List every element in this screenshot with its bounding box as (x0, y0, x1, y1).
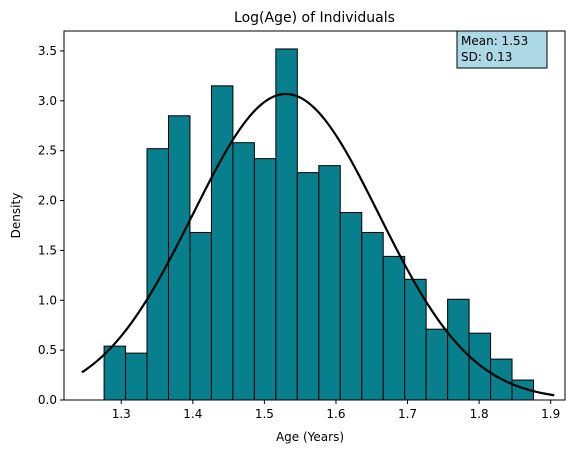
y-axis-label: Density (9, 193, 23, 239)
mean-label: Mean: 1.53 (461, 34, 528, 48)
histogram-bar-5 (189, 231, 212, 401)
x-tick-label: 1.6 (326, 407, 345, 421)
x-tick-label: 1.3 (112, 407, 131, 421)
histogram-bar-10 (296, 172, 320, 401)
histogram-bar-14 (382, 255, 406, 401)
y-tick-label: 0.0 (38, 393, 57, 407)
histogram-bar-18 (468, 332, 492, 401)
sd-label: SD: 0.13 (461, 50, 512, 64)
histogram-bar-16 (425, 328, 449, 401)
stats-annotation: Mean: 1.53 SD: 0.13 (456, 30, 548, 69)
x-tick-label: 1.9 (541, 407, 560, 421)
histogram-bar-8 (253, 158, 277, 401)
plot-frame (63, 30, 566, 401)
x-tick-label: 1.4 (183, 407, 202, 421)
histogram-bar-11 (318, 165, 341, 401)
x-tick-label: 1.7 (398, 407, 417, 421)
y-axis-ticks: 0.0 0.5 1.0 1.5 2.0 2.5 3.0 3.5 (38, 44, 64, 407)
y-tick-label: 0.5 (38, 343, 57, 357)
histogram-bar-2 (125, 352, 148, 401)
y-tick-label: 1.0 (38, 293, 57, 307)
histogram-bar-6 (210, 85, 234, 401)
histogram-bar-1 (103, 345, 127, 401)
x-tick-label: 1.5 (255, 407, 274, 421)
histogram-bar-12 (339, 212, 363, 401)
y-tick-label: 2.0 (38, 194, 57, 208)
x-tick-label: 1.8 (470, 407, 489, 421)
normal-curve-line (81, 92, 555, 397)
histogram-bar-13 (361, 231, 384, 401)
stats-box (456, 30, 548, 69)
y-tick-label: 3.5 (38, 44, 57, 58)
histogram-bar-9 (275, 48, 298, 401)
histogram-bar-3 (146, 148, 169, 401)
histogram-bar-17 (447, 298, 470, 401)
y-tick-label: 3.0 (38, 94, 57, 108)
chart-title: Log(Age) of Individuals (234, 10, 395, 26)
histogram-bars (103, 48, 535, 401)
x-axis-label: Age (Years) (276, 430, 344, 444)
y-tick-label: 1.5 (38, 243, 57, 257)
histogram-bar-7 (232, 142, 255, 401)
x-axis-ticks: 1.3 1.4 1.5 1.6 1.7 1.8 1.9 (112, 400, 560, 421)
y-tick-label: 2.5 (38, 144, 57, 158)
